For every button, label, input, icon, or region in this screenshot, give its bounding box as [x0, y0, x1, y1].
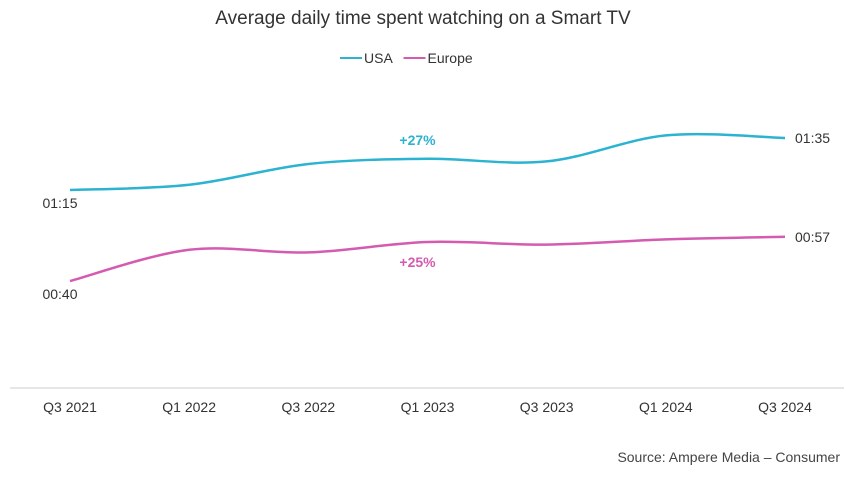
x-tick-label: Q3 2024 — [758, 399, 812, 415]
x-tick-label: Q3 2021 — [43, 399, 97, 415]
legend-label: USA — [364, 50, 393, 66]
start-value-label: 01:15 — [42, 195, 77, 211]
x-tick-label: Q1 2023 — [401, 399, 455, 415]
source-note: Source: Ampere Media – Consumer — [617, 449, 840, 465]
x-tick-label: Q1 2024 — [639, 399, 693, 415]
change-label: +25% — [399, 254, 436, 270]
end-value-label: 00:57 — [795, 229, 830, 245]
x-tick-label: Q1 2022 — [162, 399, 216, 415]
start-value-label: 00:40 — [42, 286, 77, 302]
x-axis-ticks: Q3 2021 Q1 2022 Q3 2022 Q1 2023 Q3 2023 Q1 20… — [43, 399, 812, 415]
legend: USA Europe — [340, 50, 473, 66]
series-lines: 01:15 01:35 +27% 00:40 00:57 +25% — [42, 130, 830, 302]
chart-title: Average daily time spent watching on a S… — [215, 8, 631, 29]
change-label: +27% — [399, 132, 436, 148]
x-tick-label: Q3 2022 — [281, 399, 335, 415]
end-value-label: 01:35 — [795, 130, 830, 146]
x-tick-label: Q3 2023 — [520, 399, 574, 415]
legend-label: Europe — [428, 50, 473, 66]
